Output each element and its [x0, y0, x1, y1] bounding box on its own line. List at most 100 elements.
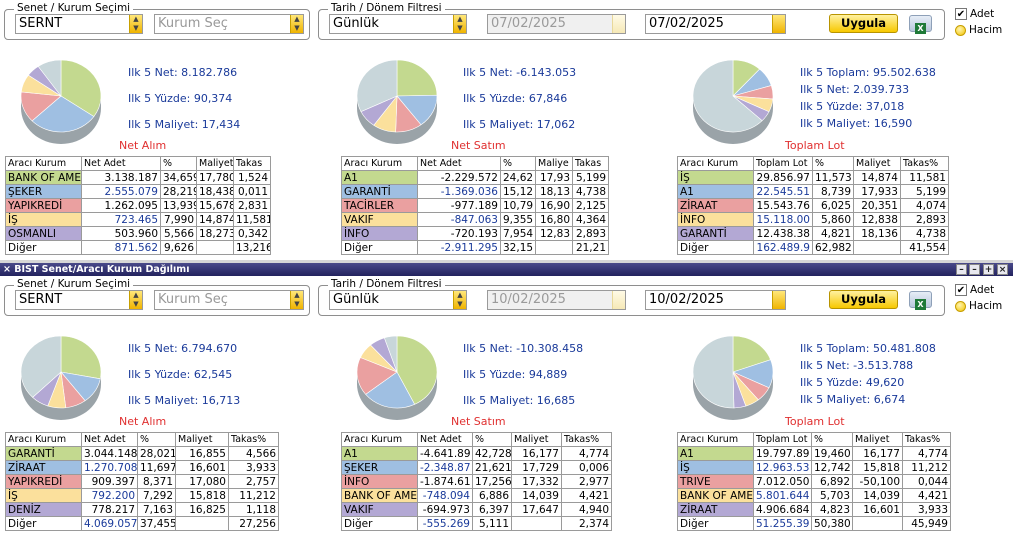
broker-name: Diğer — [677, 516, 754, 531]
column-header[interactable]: Maliyet — [852, 432, 903, 447]
kurum-select[interactable]: Kurum Seç ▲ ▼ — [154, 14, 304, 34]
pie-chart-net-alım — [20, 59, 102, 144]
column-header[interactable]: % — [160, 156, 197, 171]
column-header[interactable]: % — [500, 156, 536, 171]
table-row[interactable]: DENİZ 778.217 7,163 16,825 1,118 — [5, 502, 279, 517]
export-excel-button[interactable]: X — [909, 291, 932, 310]
table-row[interactable]: TRIVE 7.012.050 6,892 -50,100 0,044 — [677, 474, 951, 489]
table-row[interactable]: GARANTİ -1.369.036 15,12 18,13 4,738 — [341, 184, 609, 199]
maximize-icon[interactable]: + — [983, 264, 994, 275]
table-row[interactable]: ZİRAAT 1.270.708 11,697 16,601 3,933 — [5, 460, 279, 475]
column-header[interactable]: % — [472, 432, 512, 447]
start-date-field[interactable]: 07/02/2025 — [487, 14, 626, 34]
minimize-icon[interactable]: – — [956, 264, 967, 275]
table-row[interactable]: A1 -4.641.89 42,728 16,177 4,774 — [341, 446, 612, 461]
table-row[interactable]: BANK OF AME 5.801.644 5,703 14,039 4,421 — [677, 488, 951, 503]
column-header[interactable]: Toplam Lot — [753, 156, 813, 171]
column-header[interactable]: Maliyet — [511, 432, 562, 447]
table-row[interactable]: ZİRAAT 15.543.76 6,025 20,351 4,074 — [677, 198, 949, 213]
column-header[interactable]: Maliye — [535, 156, 573, 171]
table-row[interactable]: Diğer 4.069.057 37,455 27,256 — [5, 516, 279, 531]
table-row[interactable]: YAPIKREDİ 1.262.095 13,939 15,678 2,831 — [5, 198, 271, 213]
adet-checkbox[interactable]: ✔ Adet — [955, 8, 994, 20]
column-header[interactable]: Aracı Kurum — [5, 432, 82, 447]
table-row[interactable]: Diğer 162.489.9 62,982 41,554 — [677, 240, 949, 255]
column-header[interactable]: Takas% — [228, 432, 279, 447]
kurum-select[interactable]: Kurum Seç ▲ ▼ — [154, 290, 304, 310]
column-header[interactable]: Net Adet — [81, 432, 138, 447]
table-row[interactable]: TACİRLER -977.189 10,79 16,90 2,125 — [341, 198, 609, 213]
table-row[interactable]: OSMANLI 503.960 5,566 18,273 0,342 — [5, 226, 271, 241]
table-row[interactable]: İNFO -1.874.61 17,256 17,332 2,977 — [341, 474, 612, 489]
start-date-field[interactable]: 10/02/2025 — [487, 290, 626, 310]
table-row[interactable]: İŞ 29.856.97 11,573 14,874 11,581 — [677, 170, 949, 185]
broker-name: A1 — [677, 446, 754, 461]
column-header[interactable]: % — [811, 432, 853, 447]
apply-button[interactable]: Uygula — [829, 290, 898, 309]
column-header[interactable]: Maliyet — [853, 156, 901, 171]
window-titlebar[interactable]: × BIST Senet/Aracı Kurum Dağılımı – – + × — [0, 263, 1013, 276]
column-header[interactable]: Net Adet — [417, 156, 501, 171]
pie-depth — [693, 96, 773, 144]
hacim-radio[interactable]: Hacim — [955, 24, 1002, 36]
table-cell: 1,118 — [228, 502, 279, 517]
column-header[interactable]: Aracı Kurum — [5, 156, 82, 171]
table-row[interactable]: GARANTİ 3.044.148 28,021 16,855 4,566 — [5, 446, 279, 461]
export-excel-button[interactable]: X — [909, 15, 932, 34]
column-header[interactable]: % — [137, 432, 176, 447]
close-icon[interactable]: × — [3, 264, 15, 275]
table-row[interactable]: BANK OF AME -748.094 6,886 14,039 4,421 — [341, 488, 612, 503]
column-header[interactable]: Toplam Lot — [753, 432, 812, 447]
apply-button[interactable]: Uygula — [829, 14, 898, 33]
restore-icon[interactable]: – — [969, 264, 980, 275]
column-header[interactable]: Aracı Kurum — [677, 156, 754, 171]
column-header[interactable]: Aracı Kurum — [341, 156, 418, 171]
period-select[interactable]: Günlük ▲ ▼ — [329, 14, 467, 34]
period-select[interactable]: Günlük ▲ ▼ — [329, 290, 467, 310]
hacim-radio[interactable]: Hacim — [955, 300, 1002, 312]
table-row[interactable]: İŞ 792.200 7,292 15,818 11,212 — [5, 488, 279, 503]
end-date-field[interactable]: 10/02/2025 — [645, 290, 786, 310]
table-row[interactable]: Diğer -2.911.295 32,15 21,21 — [341, 240, 609, 255]
table-row[interactable]: İNFO 15.118.00 5,860 12,838 2,893 — [677, 212, 949, 227]
table-header: Aracı Kurum Toplam Lot% Maliyet Takas% — [677, 432, 951, 447]
column-header[interactable]: Aracı Kurum — [341, 432, 418, 447]
table-row[interactable]: İŞ 12.963.53 12,742 15,818 11,212 — [677, 460, 951, 475]
table-row[interactable]: A1 19.797.89 19,460 16,177 4,774 — [677, 446, 951, 461]
senet-kurum-legend: Senet / Kurum Seçimi — [14, 2, 134, 15]
broker-name: İŞ — [677, 460, 754, 475]
table-row[interactable]: ŞEKER 2.555.079 28,219 18,438 0,011 — [5, 184, 271, 199]
table-row[interactable]: VAKIF -847.063 9,355 16,80 4,364 — [341, 212, 609, 227]
table-row[interactable]: ZİRAAT 4.906.684 4,823 16,601 3,933 — [677, 502, 951, 517]
close-icon[interactable]: × — [997, 264, 1008, 275]
column-header[interactable]: Takas — [572, 156, 609, 171]
end-date-field[interactable]: 07/02/2025 — [645, 14, 786, 34]
column-header[interactable]: Takas% — [561, 432, 612, 447]
table-row[interactable]: İŞ 723.465 7,990 14,874 11,581 — [5, 212, 271, 227]
table-row[interactable]: Diğer 51.255.39 50,380 45,949 — [677, 516, 951, 531]
column-header[interactable]: Maliyet — [175, 432, 229, 447]
table-row[interactable]: VAKIF -694.973 6,397 17,647 4,940 — [341, 502, 612, 517]
table-row[interactable]: İNFO -720.193 7,954 12,83 2,893 — [341, 226, 609, 241]
column-header[interactable]: Takas% — [902, 432, 951, 447]
table-cell: 1.262.095 — [81, 198, 161, 213]
table-row[interactable]: GARANTİ 12.438.38 4,821 18,136 4,738 — [677, 226, 949, 241]
column-header[interactable]: Takas% — [900, 156, 949, 171]
table-row[interactable]: A1 22.545.51 8,739 17,933 5,199 — [677, 184, 949, 199]
column-header[interactable]: Maliyet — [196, 156, 234, 171]
senet-select[interactable]: SERNT ▲ ▼ — [15, 290, 143, 310]
table-row[interactable]: YAPIKREDİ 909.397 8,371 17,080 2,757 — [5, 474, 279, 489]
column-header[interactable]: Net Adet — [81, 156, 161, 171]
column-header[interactable]: Aracı Kurum — [677, 432, 754, 447]
adet-checkbox[interactable]: ✔ Adet — [955, 284, 994, 296]
senet-select[interactable]: SERNT ▲ ▼ — [15, 14, 143, 34]
table-row[interactable]: BANK OF AME 3.138.187 34,659 17,780 1,524 — [5, 170, 271, 185]
column-header[interactable]: Takas — [233, 156, 271, 171]
table-row[interactable]: Diğer 871.562 9,626 13,216 — [5, 240, 271, 255]
column-header[interactable]: % — [812, 156, 854, 171]
table-row[interactable]: ŞEKER -2.348.87 21,621 17,729 0,006 — [341, 460, 612, 475]
table-cell: 16,855 — [175, 446, 229, 461]
column-header[interactable]: Net Adet — [417, 432, 473, 447]
table-row[interactable]: A1 -2.229.572 24,62 17,93 5,199 — [341, 170, 609, 185]
table-row[interactable]: Diğer -555.269 5,111 2,374 — [341, 516, 612, 531]
